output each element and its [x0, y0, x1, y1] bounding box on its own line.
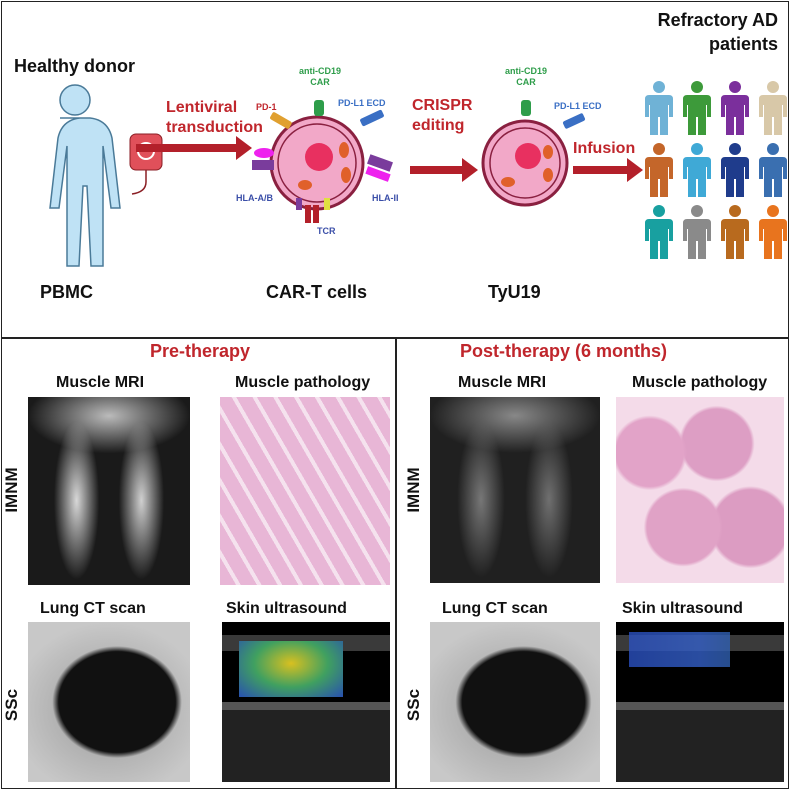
hla-ab-label: HLA-A/B	[236, 193, 273, 203]
arrow-3	[573, 158, 643, 182]
post-therapy-panel	[395, 337, 789, 789]
imnm-row-label-2: IMNM	[404, 467, 423, 513]
pre-ct-label: Lung CT scan	[40, 600, 146, 617]
post-pathology-label: Muscle pathology	[632, 374, 768, 391]
pdl1-label-1: PD-L1 ECD	[338, 98, 386, 108]
patient-icon	[759, 205, 787, 259]
arrow-2	[410, 158, 478, 182]
patient-icon	[683, 81, 711, 135]
ssc-row-label-2: SSc	[404, 688, 423, 722]
post-therapy-title: Post-therapy (6 months)	[460, 341, 668, 361]
pdl1-label-2: PD-L1 ECD	[554, 101, 602, 111]
lentiviral-transduction-label: Lentiviral transduction	[166, 99, 263, 136]
arrow-1	[136, 136, 252, 160]
patients-grid	[640, 80, 790, 270]
post-mri-image	[430, 397, 600, 583]
pre-mri-image	[28, 397, 190, 585]
hla-ii-label: HLA-II	[372, 193, 399, 203]
pre-us-image	[222, 622, 390, 782]
pd1-label: PD-1	[256, 102, 277, 112]
patient-icon	[683, 143, 711, 197]
post-ct-label: Lung CT scan	[442, 600, 548, 617]
process-diagram	[136, 100, 643, 223]
patient-icon	[759, 143, 787, 197]
tyu19-cell	[481, 100, 586, 207]
post-pathology-image	[616, 397, 784, 583]
infusion-label: Infusion	[573, 140, 636, 157]
patient-icon	[645, 205, 673, 259]
ssc-row-label: SSc	[2, 688, 21, 722]
patient-icon	[645, 143, 673, 197]
car-t-cells-label: CAR-T cells	[266, 282, 368, 302]
post-us-label: Skin ultrasound	[622, 600, 743, 617]
post-mri-label: Muscle MRI	[458, 374, 547, 391]
pre-therapy-title: Pre-therapy	[149, 341, 251, 361]
pre-mri-label: Muscle MRI	[56, 374, 145, 391]
crispr-editing-label: CRISPR editing	[412, 97, 473, 134]
refractory-patients-title: Refractory AD patients	[657, 10, 778, 54]
tcr-label: TCR	[317, 226, 336, 236]
patient-icon	[759, 81, 787, 135]
patient-icon	[645, 81, 673, 135]
tyu19-label: TyU19	[488, 282, 541, 302]
post-ct-image	[430, 622, 600, 782]
pre-pathology-image	[220, 397, 390, 585]
patient-icon	[721, 81, 749, 135]
patient-icon	[721, 143, 749, 197]
pbmc-label: PBMC	[40, 282, 93, 302]
car-t-cell	[252, 100, 393, 223]
patient-icon	[683, 205, 711, 259]
pre-therapy-panel	[1, 337, 397, 789]
car-label-1: anti-CD19 CAR	[298, 66, 341, 87]
patient-icon	[721, 205, 749, 259]
imnm-row-label: IMNM	[2, 467, 21, 513]
car-label-2: anti-CD19 CAR	[504, 66, 547, 87]
healthy-donor-title: Healthy donor	[14, 56, 136, 76]
pre-us-label: Skin ultrasound	[226, 600, 347, 617]
pre-pathology-label: Muscle pathology	[235, 374, 371, 391]
pre-ct-image	[28, 622, 190, 782]
post-us-image	[616, 622, 784, 782]
